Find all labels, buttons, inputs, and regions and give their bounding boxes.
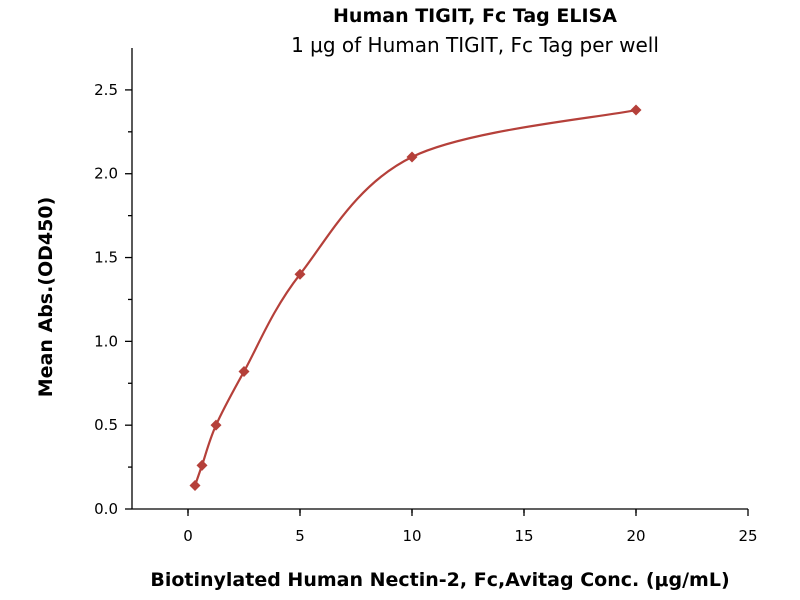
fit-curve	[193, 108, 637, 486]
x-axis-label: Biotinylated Human Nectin-2, Fc,Avitag C…	[150, 569, 729, 591]
y-tick-label: 0.0	[94, 500, 118, 518]
tick-labels: 0 5 10 15 20 25 0.0 0.5 1.0 1.5 2.0 2.5	[94, 81, 757, 545]
data-point-marker	[406, 151, 418, 163]
y-tick-label: 1.5	[94, 249, 118, 267]
chart-title: Human TIGIT, Fc Tag ELISA	[333, 5, 617, 27]
ticks	[125, 89, 749, 516]
chart-subtitle: 1 μg of Human TIGIT, Fc Tag per well	[291, 33, 659, 57]
data-point-marker	[196, 459, 208, 471]
y-tick-label: 1.0	[94, 332, 118, 350]
data-point-marker	[210, 419, 222, 431]
x-tick-label: 10	[402, 527, 421, 545]
data-points	[189, 104, 642, 492]
x-tick-label: 20	[626, 527, 645, 545]
data-point-marker	[238, 366, 250, 378]
y-axis-label: Mean Abs.(OD450)	[35, 197, 57, 398]
data-point-marker	[294, 268, 306, 280]
data-point-marker	[630, 104, 642, 116]
x-tick-label: 5	[295, 527, 305, 545]
y-tick-label: 0.5	[94, 416, 118, 434]
data-point-marker	[189, 480, 201, 492]
y-tick-label: 2.0	[94, 165, 118, 183]
x-tick-label: 15	[514, 527, 533, 545]
y-tick-label: 2.5	[94, 81, 118, 99]
axes	[131, 48, 748, 510]
x-tick-label: 25	[738, 527, 757, 545]
x-tick-label: 0	[183, 527, 193, 545]
